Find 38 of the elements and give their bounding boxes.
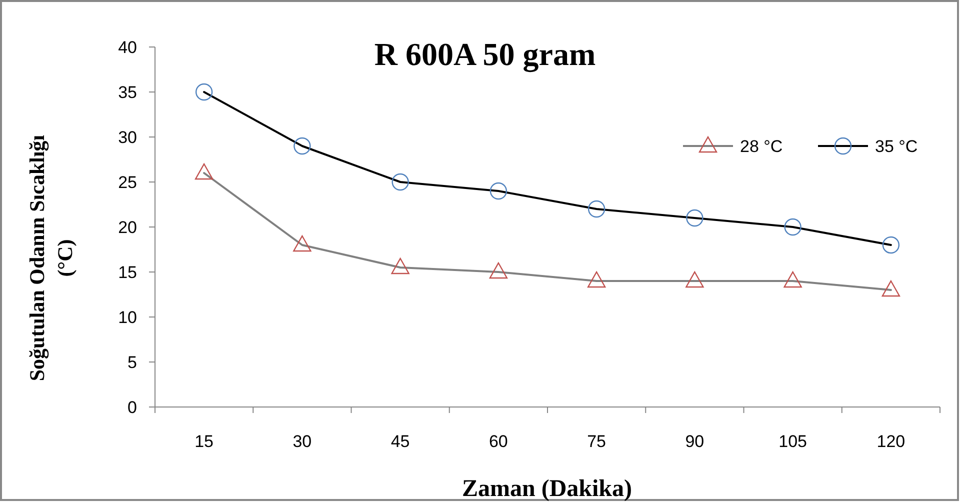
y-tick-label: 25 bbox=[118, 173, 137, 192]
y-tick-label: 30 bbox=[118, 128, 137, 147]
point bbox=[784, 271, 802, 288]
point bbox=[293, 235, 312, 252]
x-tick-label: 45 bbox=[390, 432, 410, 451]
point bbox=[294, 137, 311, 155]
point bbox=[489, 262, 508, 279]
point bbox=[784, 218, 802, 236]
y-axis-title: Soğutulan Odanın Sıcaklığı (°C) bbox=[25, 134, 77, 382]
point bbox=[588, 200, 606, 218]
point bbox=[392, 173, 409, 191]
point bbox=[882, 280, 900, 297]
point bbox=[686, 209, 704, 227]
point bbox=[587, 271, 606, 288]
y-tick-label: 0 bbox=[128, 398, 137, 417]
x-tick-label: 15 bbox=[194, 432, 214, 451]
y-tick-label: 15 bbox=[118, 263, 137, 282]
x-tick-label: 90 bbox=[685, 432, 704, 451]
x-tick-label: 120 bbox=[876, 432, 906, 451]
x-axis-title: Zaman (Dakika) bbox=[462, 476, 632, 502]
y-tick-label: 35 bbox=[118, 83, 137, 102]
point bbox=[686, 271, 704, 288]
legend-label: 28 °C bbox=[740, 137, 783, 156]
chart-title: R 600A 50 gram bbox=[374, 36, 596, 73]
x-tick-label: 60 bbox=[488, 432, 508, 451]
legend-label: 35 °C bbox=[875, 137, 918, 156]
y-tick-label: 20 bbox=[118, 218, 137, 237]
x-tick-label: 30 bbox=[292, 432, 312, 451]
y-tick-label: 40 bbox=[118, 38, 137, 57]
point bbox=[882, 236, 900, 254]
point bbox=[490, 182, 508, 200]
x-tick-label: 105 bbox=[778, 432, 807, 451]
point bbox=[391, 258, 410, 274]
point bbox=[194, 163, 214, 180]
x-tick-label: 75 bbox=[587, 432, 606, 451]
y-tick-label: 10 bbox=[118, 308, 137, 327]
y-tick-label: 5 bbox=[128, 353, 137, 372]
point bbox=[195, 83, 213, 101]
